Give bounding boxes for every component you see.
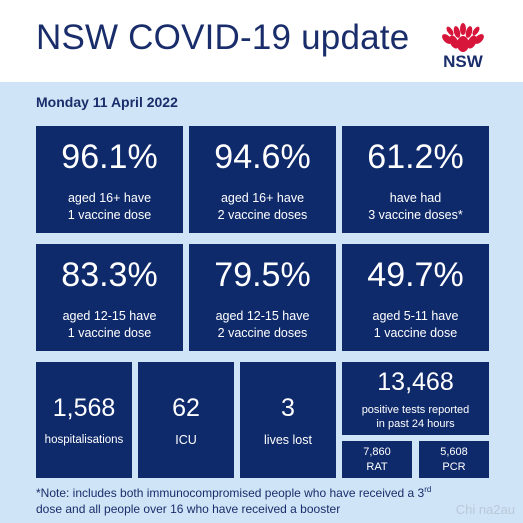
card-value: 61.2% <box>367 138 464 176</box>
card-value: 83.3% <box>61 256 158 294</box>
card-third-dose: 61.2% have had 3 vaccine doses* <box>342 126 489 233</box>
card-label: lives lost <box>264 433 312 447</box>
footnote-line1: *Note: includes both immunocompromised p… <box>36 486 425 500</box>
card-value: 94.6% <box>214 138 311 176</box>
card-label-line1: aged 12-15 have <box>215 309 310 323</box>
card-second-dose-16plus: 94.6% aged 16+ have 2 vaccine doses <box>189 126 336 233</box>
card-value: 13,468 <box>377 368 454 396</box>
card-hospitalisations: 1,568 hospitalisations <box>36 362 132 478</box>
card-label-line1: aged 16+ have <box>220 191 305 205</box>
card-pcr: 5,608 PCR <box>419 441 489 478</box>
card-value: 96.1% <box>61 138 158 176</box>
card-label-line1: aged 16+ have <box>67 191 152 205</box>
card-label: ICU <box>175 433 197 447</box>
card-label-line1: have had <box>389 191 442 205</box>
waratah-flower-icon <box>442 23 484 52</box>
card-value: 7,860 <box>363 446 391 458</box>
card-label-line2: 2 vaccine doses <box>217 208 308 222</box>
card-label: hospitalisations <box>44 434 124 446</box>
watermark: Chi na2au <box>455 502 515 517</box>
card-label-line2: 1 vaccine dose <box>67 208 152 222</box>
page-title: NSW COVID-19 update <box>36 18 410 57</box>
card-label-line2: 1 vaccine dose <box>373 326 458 340</box>
card-second-dose-12-15: 79.5% aged 12-15 have 2 vaccine doses <box>189 244 336 351</box>
card-label-line1: aged 5-11 have <box>372 309 459 323</box>
card-first-dose-12-15: 83.3% aged 12-15 have 1 vaccine dose <box>36 244 183 351</box>
footnote-line2: dose and all people over 16 who have rec… <box>36 502 341 516</box>
card-value: 3 <box>281 394 295 422</box>
card-first-dose-16plus: 96.1% aged 16+ have 1 vaccine dose <box>36 126 183 233</box>
card-label: RAT <box>366 461 388 473</box>
card-label-line2: in past 24 hours <box>376 418 455 430</box>
footnote-superscript: rd <box>424 485 432 494</box>
card-rat: 7,860 RAT <box>342 441 412 478</box>
header: NSW COVID-19 update NSW <box>0 0 523 82</box>
card-label-line2: 1 vaccine dose <box>67 326 152 340</box>
card-icu: 62 ICU <box>138 362 234 478</box>
card-label-line2: 2 vaccine doses <box>217 326 308 340</box>
nsw-logo: NSW <box>436 22 490 71</box>
card-positive-tests: 13,468 positive tests reported in past 2… <box>342 362 489 435</box>
logo-text: NSW <box>443 52 483 71</box>
card-label: PCR <box>442 461 466 473</box>
card-label-line1: positive tests reported <box>361 404 470 416</box>
card-value: 49.7% <box>367 256 464 294</box>
card-first-dose-5-11: 49.7% aged 5-11 have 1 vaccine dose <box>342 244 489 351</box>
footnote: *Note: includes both immunocompromised p… <box>36 482 496 517</box>
card-value: 5,608 <box>440 446 468 458</box>
card-value: 62 <box>172 394 200 422</box>
report-date: Monday 11 April 2022 <box>36 94 178 110</box>
card-value: 79.5% <box>214 256 311 294</box>
stats-panel: Monday 11 April 2022 96.1% aged 16+ have… <box>0 82 523 523</box>
card-label-line2: 3 vaccine doses* <box>368 208 463 222</box>
card-label-line1: aged 12-15 have <box>62 309 157 323</box>
card-lives-lost: 3 lives lost <box>240 362 336 478</box>
card-value: 1,568 <box>52 394 116 422</box>
